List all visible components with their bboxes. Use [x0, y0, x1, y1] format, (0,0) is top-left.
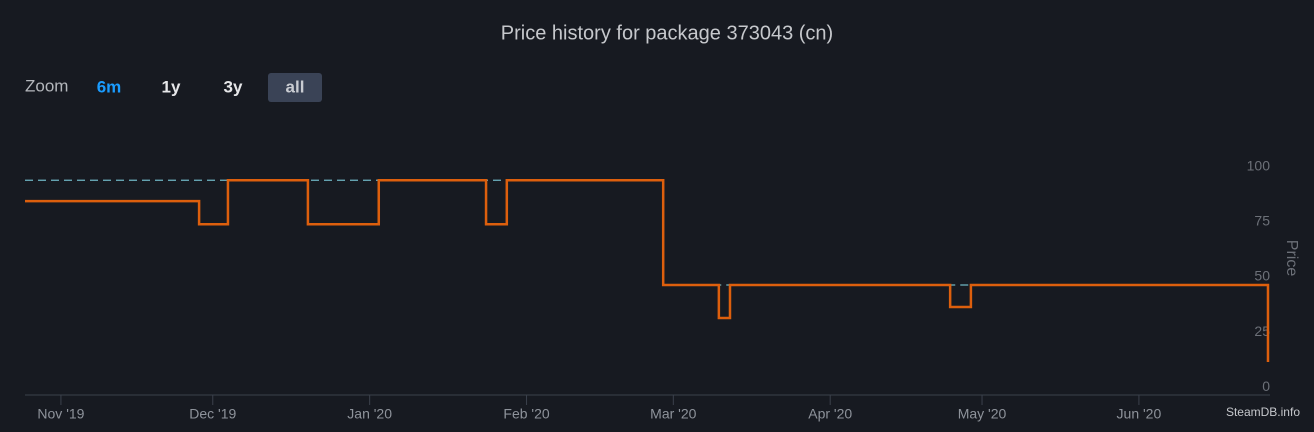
x-tick-label: May '20 [958, 406, 1007, 422]
x-tick-label: Nov '19 [37, 406, 84, 422]
zoom-label: Zoom [25, 76, 68, 95]
zoom-button[interactable]: 6m [97, 77, 122, 96]
credit: SteamDB.info [1226, 405, 1300, 419]
zoom-button[interactable]: all [286, 77, 305, 96]
x-tick-label: Apr '20 [808, 406, 852, 422]
x-tick-label: Jun '20 [1117, 406, 1162, 422]
y-tick-label: 50 [1254, 268, 1270, 284]
x-tick-label: Dec '19 [189, 406, 236, 422]
y-axis-label: Price [1283, 240, 1300, 277]
y-tick-label: 100 [1247, 158, 1271, 174]
zoom-button-bg[interactable] [268, 73, 322, 102]
price-line [25, 178, 1270, 362]
chart-title: Price history for package 373043 (cn) [501, 22, 833, 44]
zoom-button[interactable]: 3y [224, 77, 243, 96]
x-tick-label: Mar '20 [650, 406, 696, 422]
y-tick-label: 75 [1254, 213, 1270, 229]
y-tick-label: 0 [1262, 378, 1270, 394]
x-tick-label: Feb '20 [503, 406, 549, 422]
y-tick-label: 25 [1254, 323, 1270, 339]
zoom-button[interactable]: 1y [162, 77, 181, 96]
x-tick-label: Jan '20 [347, 406, 392, 422]
